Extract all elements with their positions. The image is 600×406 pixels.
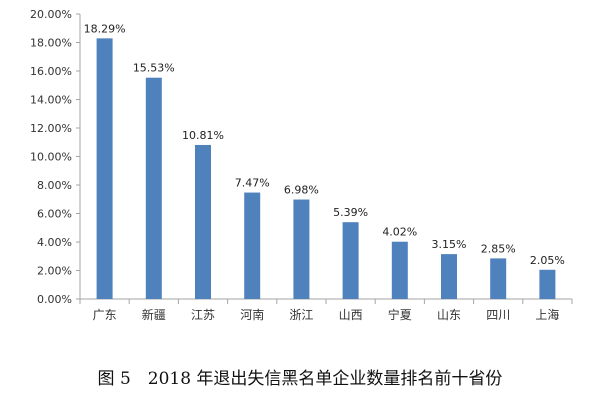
category-label: 浙江 xyxy=(289,308,313,322)
category-label: 上海 xyxy=(535,307,559,322)
data-label: 3.15% xyxy=(432,238,467,251)
data-label: 4.02% xyxy=(382,226,417,239)
category-label: 山西 xyxy=(339,308,363,322)
bar xyxy=(145,77,162,299)
data-label: 2.05% xyxy=(530,254,565,267)
category-labels: 广东 新疆 江苏 河南 浙江 山西 宁夏 山东 四川 上海 xyxy=(93,307,560,322)
y-tick-label: 16.00% xyxy=(30,65,72,78)
bar xyxy=(195,144,211,299)
y-tick-label: 10.00% xyxy=(30,151,72,164)
bars xyxy=(96,38,556,300)
figure-caption: 图 5 2018 年退出失信黑名单企业数量排名前十省份 xyxy=(97,369,503,389)
y-axis: 0.00% 2.00% 4.00% 6.00% 8.00% 10.00% 12.00% 14.… xyxy=(30,8,81,306)
bar xyxy=(244,192,261,299)
bar xyxy=(441,254,457,299)
category-label: 江苏 xyxy=(191,308,215,322)
y-tick-label: 20.00% xyxy=(30,8,72,21)
category-label: 新疆 xyxy=(142,307,166,322)
data-label: 10.81% xyxy=(182,129,224,142)
data-label: 18.29% xyxy=(84,22,126,35)
y-tick-label: 2.00% xyxy=(37,265,72,278)
category-label: 山东 xyxy=(437,308,461,322)
y-tick-label: 4.00% xyxy=(37,236,72,249)
y-tick-label: 18.00% xyxy=(30,37,72,50)
data-label: 2.85% xyxy=(481,242,516,255)
bar xyxy=(342,222,359,299)
data-labels: 18.29% 15.53% 10.81% 7.47% 6.98% 5.39% 4.02% 3.… xyxy=(84,22,565,266)
bar xyxy=(539,269,556,299)
y-tick-label: 14.00% xyxy=(30,94,72,107)
bar-chart: 0.00% 2.00% 4.00% 6.00% 8.00% 10.00% 12.00% 14.… xyxy=(30,8,573,322)
category-label: 四川 xyxy=(486,308,510,322)
y-tick-label: 8.00% xyxy=(37,179,72,192)
bar xyxy=(490,258,507,299)
data-label: 5.39% xyxy=(333,206,368,219)
bar xyxy=(293,199,310,299)
category-label: 河南 xyxy=(240,307,264,322)
data-label: 6.98% xyxy=(284,184,319,197)
bar xyxy=(96,38,113,300)
x-axis xyxy=(79,298,573,304)
data-label: 7.47% xyxy=(235,177,270,190)
category-label: 宁夏 xyxy=(388,307,412,322)
y-tick-label: 12.00% xyxy=(30,122,72,135)
y-tick-label: 6.00% xyxy=(37,208,72,221)
bar xyxy=(391,241,408,299)
data-label: 15.53% xyxy=(133,62,175,75)
category-label: 广东 xyxy=(93,308,117,322)
y-tick-label: 0.00% xyxy=(37,293,72,306)
